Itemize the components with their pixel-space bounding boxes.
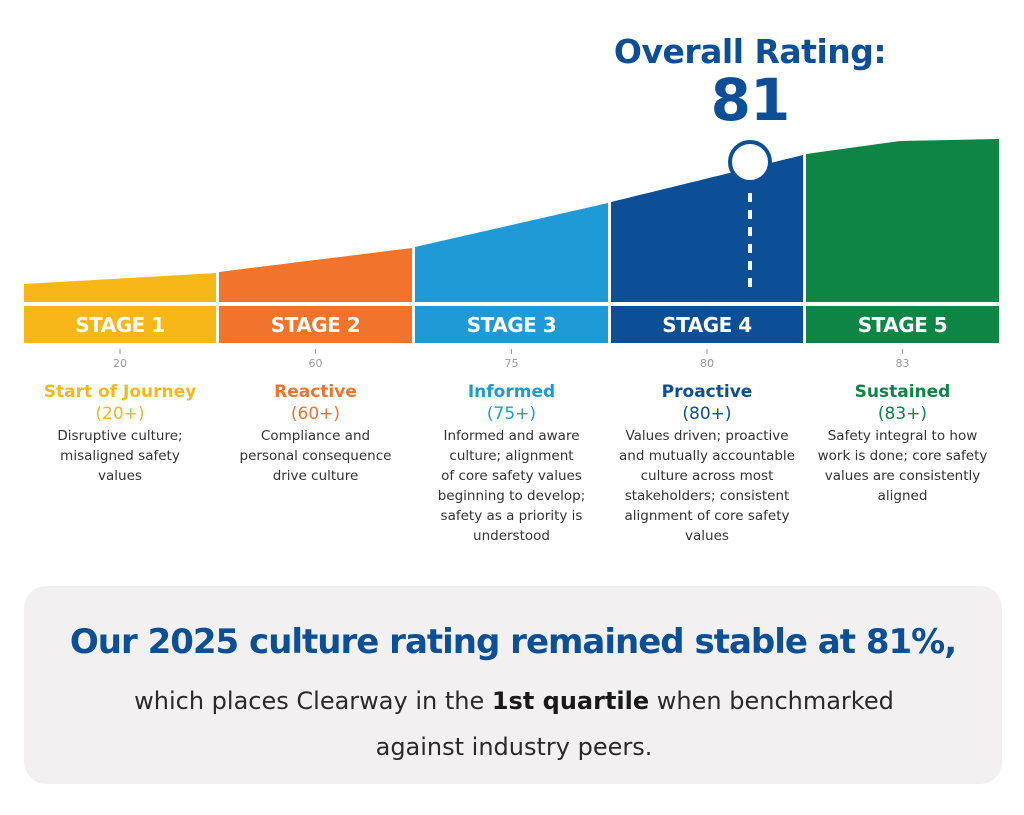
stage-title: Reactive	[274, 382, 357, 402]
stage-threshold: (75+)	[486, 404, 537, 424]
stage-4-label: STAGE 4	[662, 313, 751, 337]
stage-2-curve-segment	[219, 248, 412, 302]
summary-subtext: which places Clearway in the 1st quartil…	[114, 678, 914, 770]
description-line: culture; alignment	[449, 448, 574, 464]
stage-description-text: Compliance and personal consequence drive …	[216, 426, 416, 486]
stage-description-text: Safety integral to how work is done; core…	[803, 426, 1003, 506]
description-line: work is done; core safety	[817, 448, 988, 464]
stage-2-label: STAGE 2	[271, 313, 360, 337]
description-line: misaligned safety	[60, 448, 180, 464]
description-line: stakeholders; consistent	[624, 488, 790, 504]
stage-3-label: STAGE 3	[467, 313, 556, 337]
stage-description-text: Values driven; proactive and mutually acc…	[607, 426, 807, 546]
maturity-curve: STAGE 1 STAGE 2 STAGE 3 STAGE 4 STAGE 5 20 60…	[24, 139, 999, 370]
summary-headline: Our 2025 culture rating remained stable …	[69, 622, 957, 662]
summary-sub-after: when benchmarked against industry peers.	[375, 687, 894, 761]
stage-1-curve-segment	[24, 273, 216, 302]
stage-title: Informed	[467, 382, 556, 402]
stage-threshold: (83+)	[877, 404, 928, 424]
description-line: beginning to develop;	[437, 488, 586, 504]
stage-description-text: Informed and aware culture; alignment of c…	[412, 426, 612, 546]
stage-2-band	[219, 306, 412, 343]
description-line: alignment of core safety	[624, 508, 790, 524]
stage-description-text: Disruptive culture; misaligned safety valu…	[20, 426, 220, 486]
stage-5-description: Sustained (83+) Safety integral to how work…	[803, 381, 1003, 506]
overall-rating-label: Overall Rating:	[613, 32, 887, 71]
stage-5-tick-label: 83	[896, 357, 910, 370]
description-line: values	[685, 528, 729, 544]
description-line: Compliance and	[260, 428, 371, 444]
rating-marker-circle	[728, 140, 772, 184]
stage-4-description: Proactive (80+) Values driven; proactive an…	[607, 381, 807, 546]
stage-2-tick-label: 60	[309, 357, 323, 370]
description-line: aligned	[877, 488, 928, 504]
stage-5-curve-segment	[806, 139, 999, 302]
description-line: values are consistently	[824, 468, 981, 484]
stage-threshold: (80+)	[682, 404, 732, 424]
description-line: and mutually accountable	[619, 448, 795, 464]
overall-rating-value: 81	[710, 66, 791, 134]
stage-3-tick-label: 75	[505, 357, 519, 370]
stage-title: Sustained	[854, 382, 951, 402]
description-line: Disruptive culture;	[57, 428, 183, 444]
stage-1-label: STAGE 1	[75, 313, 164, 337]
stage-4-band	[611, 306, 803, 343]
stage-threshold: (60+)	[290, 404, 341, 424]
description-line: values	[98, 468, 142, 484]
stage-1-description: Start of Journey (20+) Disruptive culture;…	[20, 381, 220, 486]
stage-5-band	[806, 306, 999, 343]
stage-5-label: STAGE 5	[858, 313, 947, 337]
description-line: drive culture	[272, 468, 359, 484]
stage-3-description: Informed (75+) Informed and aware culture; …	[412, 381, 612, 546]
description-line: culture across most	[640, 468, 774, 484]
stage-3-curve-segment	[415, 203, 608, 302]
stage-1-band	[24, 306, 216, 343]
stage-2-description: Reactive (60+) Compliance and personal cons…	[216, 381, 416, 486]
description-line: Safety integral to how	[827, 428, 978, 444]
stage-1-tick-label: 20	[113, 357, 127, 370]
description-line: of core safety values	[441, 468, 582, 484]
summary-sub-before: which places Clearway in the	[134, 687, 492, 715]
description-line: personal consequence	[239, 448, 392, 464]
description-line: Values driven; proactive	[625, 428, 789, 444]
description-line: understood	[473, 528, 550, 544]
description-line: Informed and aware	[443, 428, 580, 444]
stage-4-tick-label: 80	[700, 357, 714, 370]
stage-3-band	[415, 306, 608, 343]
stage-title: Start of Journey	[43, 382, 197, 402]
description-line: safety as a priority is	[440, 508, 583, 524]
summary-box: Our 2025 culture rating remained stable …	[24, 586, 1002, 784]
stage-4-curve-segment	[611, 155, 803, 302]
summary-sub-bold: 1st quartile	[491, 687, 650, 715]
stage-threshold: (20+)	[95, 404, 145, 424]
stage-title: Proactive	[661, 382, 753, 402]
